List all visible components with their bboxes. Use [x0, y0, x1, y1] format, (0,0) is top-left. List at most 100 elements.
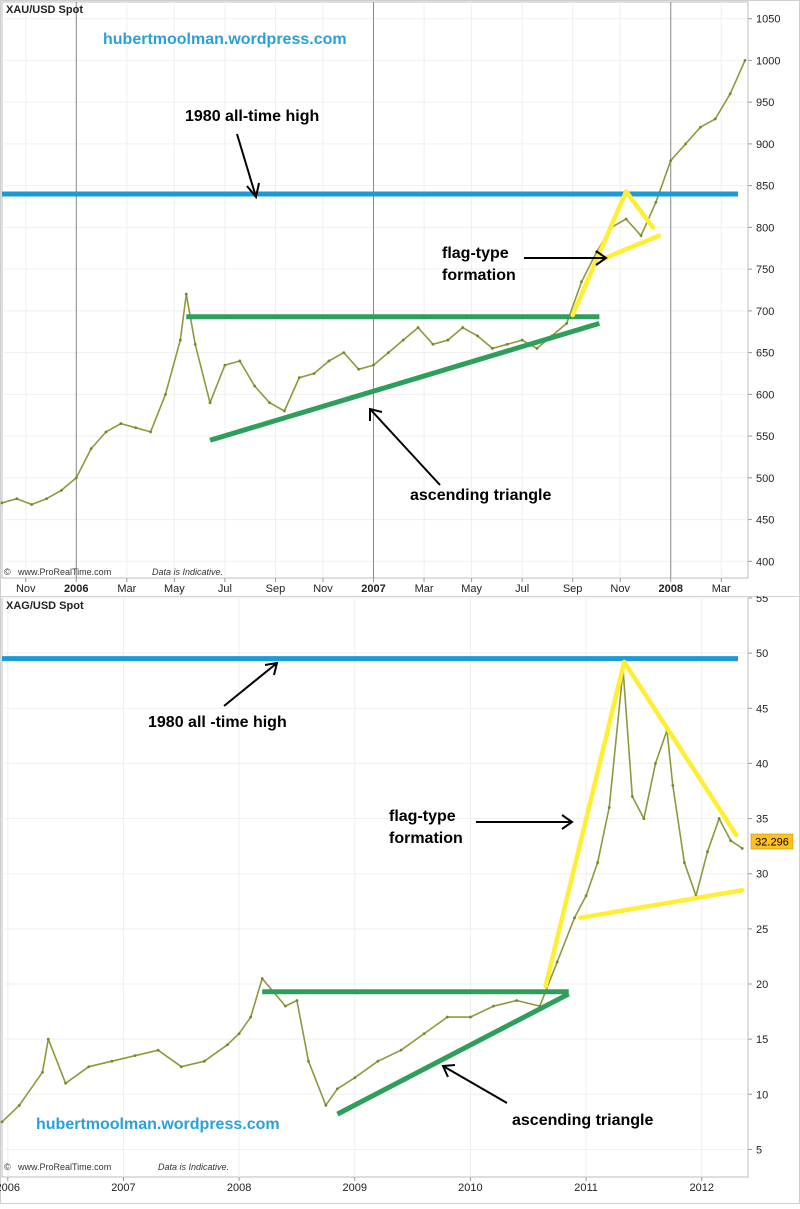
gold-price-point: [282, 409, 286, 413]
gold-price-point: [520, 338, 524, 342]
silver-chart: 5 10 15 20 25 30 35 40 45 50 55 2006 2007 2008 2009 20…: [0, 593, 800, 1204]
silver-triangle-label: ascending triangle: [512, 1112, 653, 1129]
gold-price-point: [580, 280, 583, 284]
gold-triangle-arrow: [369, 408, 441, 486]
silver-flag-line: [543, 659, 627, 989]
silver-ytick-label: 50: [756, 648, 768, 660]
gold-price-point: [268, 401, 271, 405]
gold-xtick-label: May: [164, 583, 185, 595]
silver-price-point: [226, 1043, 229, 1047]
silver-price-point: [596, 861, 600, 865]
silver-price-point: [46, 1037, 50, 1041]
gold-price-point: [669, 159, 673, 163]
gold-price-point: [30, 503, 34, 506]
gold-price-point: [699, 125, 702, 129]
silver-price-point: [422, 1032, 426, 1036]
gold-price-point: [565, 321, 569, 325]
silver-price-point: [353, 1076, 357, 1080]
gold-resistance-arrowhead: [246, 182, 260, 200]
silver-price-point: [0, 1120, 4, 1124]
silver-copyright-icon: ©: [4, 1162, 11, 1172]
gold-price-point: [134, 426, 138, 430]
silver-price-point: [445, 1015, 449, 1019]
gold-ytick-label: 800: [756, 222, 774, 234]
silver-annotation-arrows: [223, 661, 574, 1104]
silver-flag-label-2: formation: [389, 830, 463, 847]
gold-price-point: [184, 292, 188, 296]
gold-ytick-label: 550: [756, 431, 774, 443]
silver-ytick-label: 5: [756, 1144, 762, 1156]
silver-price-point: [336, 1087, 339, 1091]
gold-xtick-label: Jul: [218, 583, 232, 595]
gold-xtick-label: Mar: [117, 583, 136, 595]
silver-watermark: hubertmoolman.wordpress.com: [36, 1116, 280, 1133]
silver-last-value-badge: 32.296: [750, 833, 794, 850]
gold-xtick-label: Mar: [712, 583, 731, 595]
silver-price-point: [203, 1059, 206, 1063]
silver-ytick-label: 10: [756, 1089, 768, 1101]
gold-price-point: [654, 200, 658, 204]
silver-resistance-arrowhead: [264, 661, 279, 676]
gold-price-point: [386, 351, 390, 355]
silver-price-point: [717, 817, 721, 820]
silver-ytick-label: 35: [756, 814, 768, 826]
silver-price-point: [133, 1054, 137, 1058]
gold-footer-note: Data is Indicative.: [152, 567, 223, 577]
silver-price-point: [740, 846, 744, 850]
gold-price-point: [535, 347, 539, 350]
silver-ytick-label: 55: [756, 596, 768, 605]
silver-xtick-label: 2012: [689, 1182, 713, 1194]
silver-ytick-label: 15: [756, 1034, 768, 1046]
silver-ytick-label: 45: [756, 703, 768, 715]
gold-price-point: [149, 430, 153, 434]
silver-price-point: [654, 762, 657, 765]
silver-price-point: [156, 1048, 160, 1052]
silver-triangle-arrowhead: [441, 1064, 456, 1078]
gold-ytick-label: 700: [756, 306, 774, 318]
gold-xtick-label: May: [461, 583, 482, 595]
gold-price-point: [60, 488, 63, 492]
silver-xtick-label: 2010: [458, 1182, 482, 1194]
gold-price-point: [0, 501, 4, 505]
silver-price-point: [573, 916, 576, 920]
gold-price-point: [624, 217, 628, 221]
gold-ytick-label: 400: [756, 556, 774, 568]
gold-price-point: [104, 430, 108, 434]
gold-price-point: [401, 338, 405, 342]
gold-xtick-label: Nov: [610, 583, 630, 595]
gold-price-point: [639, 234, 643, 238]
gold-flag-arrowhead: [595, 250, 608, 266]
silver-flag-label-1: flag-type: [389, 808, 456, 825]
gold-resistance-arrow: [236, 133, 257, 198]
silver-price-point: [307, 1059, 310, 1063]
gold-price-point: [446, 338, 450, 342]
silver-price-point: [283, 1004, 287, 1008]
gold-price-point: [164, 392, 167, 396]
gold-ytick-label: 600: [756, 389, 774, 401]
gold-price-point: [15, 497, 19, 501]
silver-resistance-label: 1980 all -time high: [148, 714, 287, 731]
silver-xtick-label: 2008: [227, 1182, 251, 1194]
gold-xtick-label: Nov: [313, 583, 333, 595]
gold-chart-title: XAU/USD Spot: [6, 4, 83, 16]
silver-price-point: [682, 861, 686, 865]
silver-xtick-label: 2007: [111, 1182, 135, 1194]
silver-footer-note: Data is Indicative.: [158, 1162, 229, 1172]
silver-xtick-label: 2009: [343, 1182, 367, 1194]
gold-flag-label-1: flag-type: [442, 245, 509, 262]
gold-xtick-label: Sep: [563, 583, 583, 595]
silver-price-point: [607, 806, 611, 809]
gold-price-point: [45, 497, 48, 501]
silver-ytick-label: 20: [756, 979, 768, 991]
gold-flag-line: [600, 233, 662, 262]
silver-price-point: [110, 1059, 114, 1063]
gold-price-point: [372, 363, 375, 367]
silver-chart-title: XAG/USD Spot: [6, 600, 84, 612]
silver-price-point: [630, 795, 634, 798]
gold-price-point: [238, 359, 242, 363]
gold-annotation-arrows: [236, 133, 608, 486]
gold-xtick-label: Mar: [415, 583, 434, 595]
gold-ytick-label: 750: [756, 264, 774, 276]
silver-price-point: [515, 999, 519, 1002]
gold-footer: www.ProRealTime.com: [17, 567, 111, 577]
